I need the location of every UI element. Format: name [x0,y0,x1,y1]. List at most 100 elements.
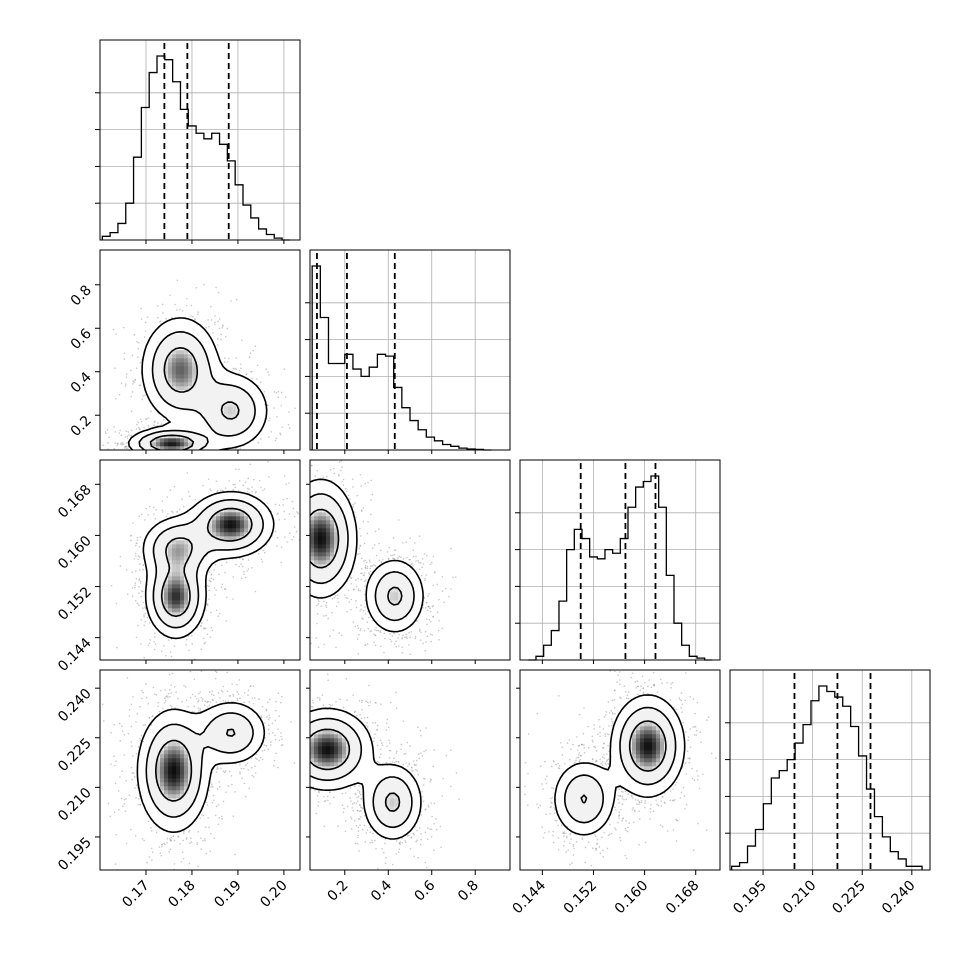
density-cell [172,596,177,601]
density-cell [260,504,265,509]
density-cell [244,382,249,387]
density-cell [160,608,165,613]
scatter-point [152,650,154,652]
density-cell [192,516,197,521]
density-cell [152,394,157,399]
density-cell [160,624,165,629]
density-cell [212,370,217,375]
scatter-point [301,552,303,554]
scatter-point [164,897,166,899]
density-cell [208,520,213,525]
density-cell [148,536,153,541]
density-cell [236,492,241,497]
density-cell [180,560,185,565]
density-cell [256,430,261,435]
density-cell [212,398,217,403]
density-cell [236,442,241,447]
scatter-point [136,356,139,359]
scatter-point [188,649,190,652]
density-cell [184,564,189,569]
density-cell [248,500,253,505]
density-cell [156,342,161,347]
scatter-point [219,785,221,788]
density-cell [184,536,189,541]
scatter-point [130,725,133,728]
scatter-point [138,579,140,582]
scatter-point [116,444,118,447]
density-cell [176,430,181,435]
density-cell [144,350,149,355]
scatter-point [210,626,213,629]
scatter-point [210,577,213,579]
density-cell [236,504,241,509]
density-cell [156,442,161,447]
density-cell [160,382,165,387]
density-cell [144,366,149,371]
density-cell [240,402,245,407]
density-cell [160,556,165,561]
density-cell [200,544,205,549]
scatter-point [283,475,286,477]
density-cell [248,386,253,391]
density-cell [164,572,169,577]
density-cell [220,500,225,505]
density-cell [152,338,157,343]
scatter-point [149,622,151,624]
density-cell [188,560,193,565]
scatter-point [224,335,227,338]
density-cell [224,532,229,537]
density-cell [228,536,233,541]
density-cell [224,528,229,533]
scatter-point [182,874,184,876]
density-cell [160,544,165,549]
density-cell [252,390,257,395]
density-cell [184,442,189,447]
scatter-point [94,808,96,810]
scatter-point [126,457,128,459]
density-cell [252,520,257,525]
density-cell [192,620,197,625]
density-cell [144,438,149,443]
scatter-point [135,367,138,370]
density-cell [176,564,181,569]
density-cell [208,422,213,427]
scatter-point [119,429,121,432]
density-cell [208,508,213,513]
density-cell [248,406,253,411]
scatter-point [139,739,142,742]
density-cell [188,604,193,609]
density-cell [184,572,189,577]
density-cell [168,366,173,371]
scatter-point [155,831,158,834]
density-cell [172,342,177,347]
density-cell [248,544,253,549]
scatter-point [154,632,156,634]
density-cell [196,406,201,411]
scatter-point [125,569,128,571]
scatter-point [232,576,234,578]
density-cell [184,584,189,589]
density-cell [220,512,225,517]
density-cell [232,378,237,383]
scatter-point [167,696,169,699]
density-cell [224,504,229,509]
density-cell [192,544,197,549]
density-cell [180,516,185,521]
scatter-point [283,510,285,513]
scatter-point [141,837,144,840]
density-cell [204,500,209,505]
density-cell [148,374,153,379]
density-cell [176,410,181,415]
density-cell [156,604,161,609]
density-cell [172,378,177,383]
panel-body [94,650,296,899]
density-cell [204,430,209,435]
density-cell [188,410,193,415]
panel-frame [309,249,511,451]
scatter-point [268,436,270,438]
density-cell [240,548,245,553]
density-cell [236,500,241,505]
scatter-point [131,778,133,781]
scatter-point [284,518,286,521]
density-cell [188,366,193,371]
